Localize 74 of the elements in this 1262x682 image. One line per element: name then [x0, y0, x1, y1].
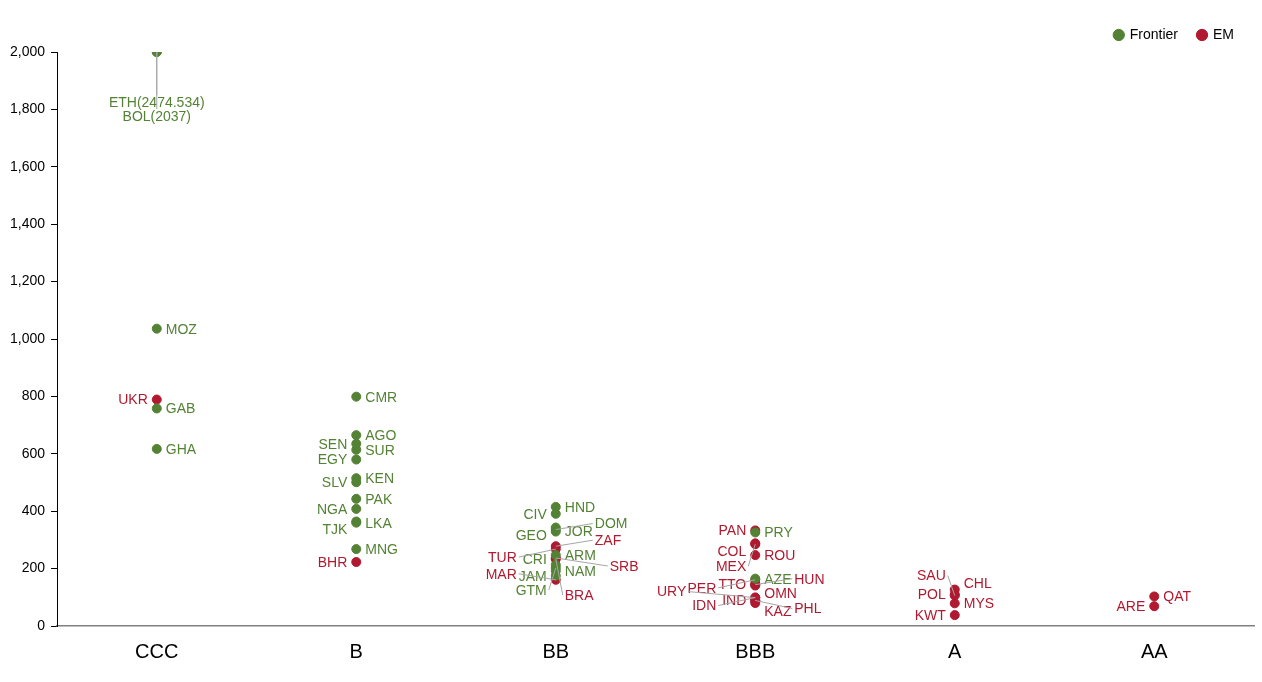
data-label: KWT — [914, 606, 947, 623]
y-tick-label: 1,800 — [9, 100, 46, 117]
y-tick-label: 1,600 — [9, 157, 46, 174]
data-label: TJK — [322, 521, 348, 538]
data-label: AZE — [764, 570, 792, 587]
data-label: ROU — [764, 546, 796, 563]
data-label: JAM — [518, 567, 547, 584]
data-label: AGO — [365, 427, 397, 443]
data-label: TTO — [718, 575, 747, 592]
data-label: HUN — [794, 570, 825, 587]
data-label: GEO — [515, 527, 547, 544]
data-label: COL — [717, 543, 747, 560]
data-label: SEN — [318, 435, 348, 452]
data-label: CRI — [522, 550, 547, 567]
data-label: KAZ — [764, 602, 792, 619]
data-label: SLV — [321, 474, 348, 491]
data-label: OMN — [764, 585, 797, 602]
x-tick-label: CCC — [135, 639, 179, 662]
data-label: PRY — [764, 524, 794, 541]
data-label: MAR — [485, 565, 517, 582]
y-tick-label: 1,400 — [9, 215, 46, 232]
data-label: URY — [656, 583, 687, 600]
data-label: BHR — [317, 553, 348, 570]
data-label: LKA — [365, 514, 393, 531]
data-label: ARE — [1116, 598, 1146, 615]
data-label: DOM — [594, 515, 628, 532]
y-tick-label: 1,000 — [9, 329, 46, 346]
data-label: MOZ — [165, 320, 198, 337]
data-label: GTM — [515, 581, 547, 598]
data-label: GHA — [165, 440, 197, 457]
y-tick-label: 200 — [21, 559, 46, 576]
y-tick-label: 2,000 — [9, 42, 46, 59]
data-label: ZAF — [594, 532, 622, 549]
data-label: BRA — [564, 586, 595, 603]
data-label: HND — [564, 498, 596, 515]
data-label: IND — [722, 592, 747, 609]
data-label: ETH(2474.534) — [108, 93, 205, 110]
data-label: SAU — [916, 567, 946, 584]
x-tick-label: BBB — [735, 639, 776, 662]
data-label: QAT — [1163, 588, 1192, 605]
data-label: SUR — [365, 441, 395, 458]
y-tick-label: 800 — [21, 387, 46, 404]
data-label: CHL — [963, 575, 992, 592]
y-tick-label: 600 — [21, 444, 46, 461]
x-tick-label: AA — [1140, 639, 1169, 662]
data-label: CIV — [523, 505, 548, 522]
data-label: MYS — [963, 595, 995, 612]
data-label: KEN — [365, 470, 395, 487]
data-label: ARM — [564, 546, 596, 563]
x-tick-label: A — [948, 639, 963, 662]
y-tick-label: 0 — [37, 616, 46, 633]
data-label: JOR — [564, 523, 593, 540]
x-tick-label: B — [349, 639, 363, 662]
data-label: UKR — [118, 391, 148, 408]
data-label: SRB — [609, 557, 639, 574]
legend-label: EM — [1213, 25, 1234, 42]
data-label: GAB — [165, 400, 196, 417]
data-label: PAK — [365, 490, 393, 507]
data-label: PAN — [718, 522, 747, 539]
legend-label: Frontier — [1129, 25, 1179, 42]
data-label: IDN — [692, 597, 717, 614]
data-label: NGA — [316, 500, 348, 517]
data-label: MEX — [715, 558, 747, 575]
x-tick-label: BB — [542, 639, 570, 662]
data-label: CMR — [365, 388, 398, 405]
data-label: PER — [687, 579, 717, 596]
data-label: PHL — [794, 600, 822, 617]
data-label: EGY — [317, 451, 348, 468]
data-label: NAM — [564, 562, 596, 579]
y-tick-label: 1,200 — [9, 272, 46, 289]
data-label: TUR — [488, 548, 517, 565]
y-tick-label: 400 — [21, 502, 46, 519]
data-label: POL — [917, 586, 946, 603]
data-label: MNG — [365, 540, 398, 557]
